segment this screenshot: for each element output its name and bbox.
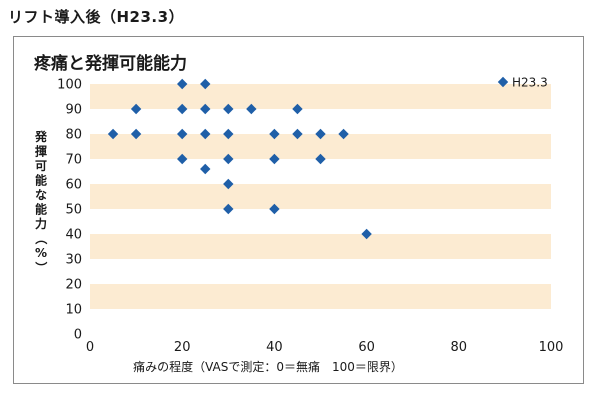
y-axis-title-char: 揮 — [35, 144, 47, 159]
data-point-marker — [177, 128, 188, 140]
y-axis-title-char: （ — [34, 232, 49, 244]
data-point-marker — [292, 103, 303, 115]
data-point-marker — [223, 153, 234, 165]
chart-title: 疼痛と発揮可能能力 — [34, 53, 187, 74]
data-point-marker — [223, 128, 234, 140]
chart-frame: 疼痛と発揮可能能力 0 10 20 30 40 50 60 70 80 90 100 0 20 40 60… — [13, 36, 584, 384]
plot-background-bands — [90, 84, 551, 334]
plot-band — [90, 234, 551, 259]
y-tick-label: 70 — [65, 153, 82, 168]
x-tick-label: 80 — [451, 340, 468, 355]
y-tick-label: 10 — [65, 303, 82, 318]
plot-band — [90, 259, 551, 284]
y-axis-title-char: 発 — [34, 129, 48, 144]
plot-band — [90, 209, 551, 234]
y-axis-ticks: 0 10 20 30 40 50 60 70 80 90 100 — [57, 78, 82, 343]
data-point-marker — [200, 128, 211, 140]
x-tick-label: 100 — [539, 340, 564, 355]
y-axis-title-char: 可 — [35, 159, 47, 173]
x-tick-label: 60 — [358, 340, 375, 355]
legend: H23.3 — [497, 76, 548, 90]
legend-marker — [497, 76, 509, 88]
y-axis-title-char: ） — [34, 261, 49, 273]
x-tick-label: 0 — [86, 340, 94, 355]
plot-band — [90, 184, 551, 209]
y-axis-title-char: 力 — [35, 216, 47, 231]
data-point-marker — [223, 203, 234, 215]
y-axis-title-char: な — [35, 188, 47, 202]
y-tick-label: 100 — [57, 78, 82, 93]
x-tick-label: 40 — [266, 340, 283, 355]
data-point-marker — [200, 103, 211, 115]
data-point-marker — [269, 203, 280, 215]
x-tick-label: 20 — [174, 340, 191, 355]
data-point-marker — [200, 163, 211, 175]
data-point-marker — [223, 103, 234, 115]
y-axis-title-char: % — [35, 246, 47, 260]
data-point-marker — [200, 78, 211, 90]
y-tick-label: 30 — [65, 253, 82, 268]
y-axis-title-char: 能 — [35, 173, 47, 188]
y-tick-label: 40 — [65, 228, 82, 243]
x-axis-title: 痛みの程度（VASで測定：0＝無痛 100＝限界） — [133, 359, 403, 374]
plot-band — [90, 309, 551, 334]
scatter-chart: 疼痛と発揮可能能力 0 10 20 30 40 50 60 70 80 90 100 0 20 40 60… — [34, 53, 564, 374]
data-point-marker — [130, 103, 142, 115]
y-tick-label: 20 — [65, 278, 82, 293]
y-tick-label: 90 — [65, 103, 82, 118]
x-axis-ticks: 0 20 40 60 80 100 — [86, 340, 564, 355]
data-point-marker — [177, 103, 188, 115]
data-point-marker — [246, 103, 257, 115]
data-point-marker — [177, 78, 188, 90]
y-tick-label: 50 — [65, 203, 82, 218]
page-heading: リフト導入後（H23.3） — [8, 8, 185, 26]
y-tick-label: 0 — [74, 328, 82, 343]
data-point-marker — [177, 153, 188, 165]
y-tick-label: 80 — [65, 128, 82, 143]
y-axis-title-char: 能 — [35, 202, 47, 217]
plot-band — [90, 84, 551, 109]
data-point-marker — [361, 228, 372, 240]
plot-band — [90, 284, 551, 309]
y-tick-label: 60 — [65, 178, 82, 193]
data-point-marker — [223, 178, 234, 190]
legend-label: H23.3 — [512, 76, 548, 90]
